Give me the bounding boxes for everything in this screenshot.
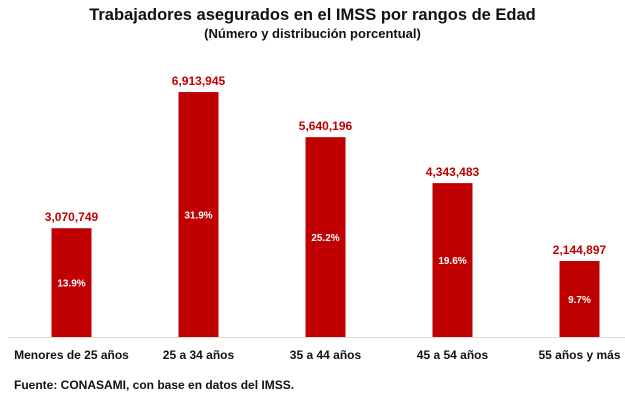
bar [178, 92, 219, 338]
bar [51, 228, 92, 337]
percent-label: 31.9% [184, 211, 212, 222]
category-label: 55 años y más [538, 348, 620, 362]
labels-group: 3,070,749 13.9% Menores de 25 años 6,913,94… [14, 74, 621, 362]
category-label: 35 a 44 años [290, 348, 362, 362]
category-label: 25 a 34 años [163, 348, 235, 362]
bar [432, 183, 473, 337]
category-label: 45 a 54 años [417, 348, 489, 362]
percent-label: 25.2% [311, 233, 339, 244]
percent-label: 19.6% [438, 256, 466, 267]
percent-label: 9.7% [568, 295, 591, 306]
value-label: 4,343,483 [426, 165, 480, 179]
category-label: Menores de 25 años [14, 348, 129, 362]
value-label: 2,144,897 [553, 243, 607, 257]
percent-label: 13.9% [57, 279, 85, 290]
value-label: 6,913,945 [172, 74, 226, 88]
bar [559, 261, 600, 337]
value-label: 5,640,196 [299, 119, 353, 133]
bar [305, 137, 346, 337]
source-note: Fuente: CONASAMI, con base en datos del … [14, 378, 295, 392]
bars-group [51, 92, 600, 338]
value-label: 3,070,749 [45, 210, 99, 224]
chart-title: Trabajadores asegurados en el IMSS por r… [89, 6, 536, 24]
chart-subtitle: (Número y distribución porcentual) [204, 26, 421, 41]
